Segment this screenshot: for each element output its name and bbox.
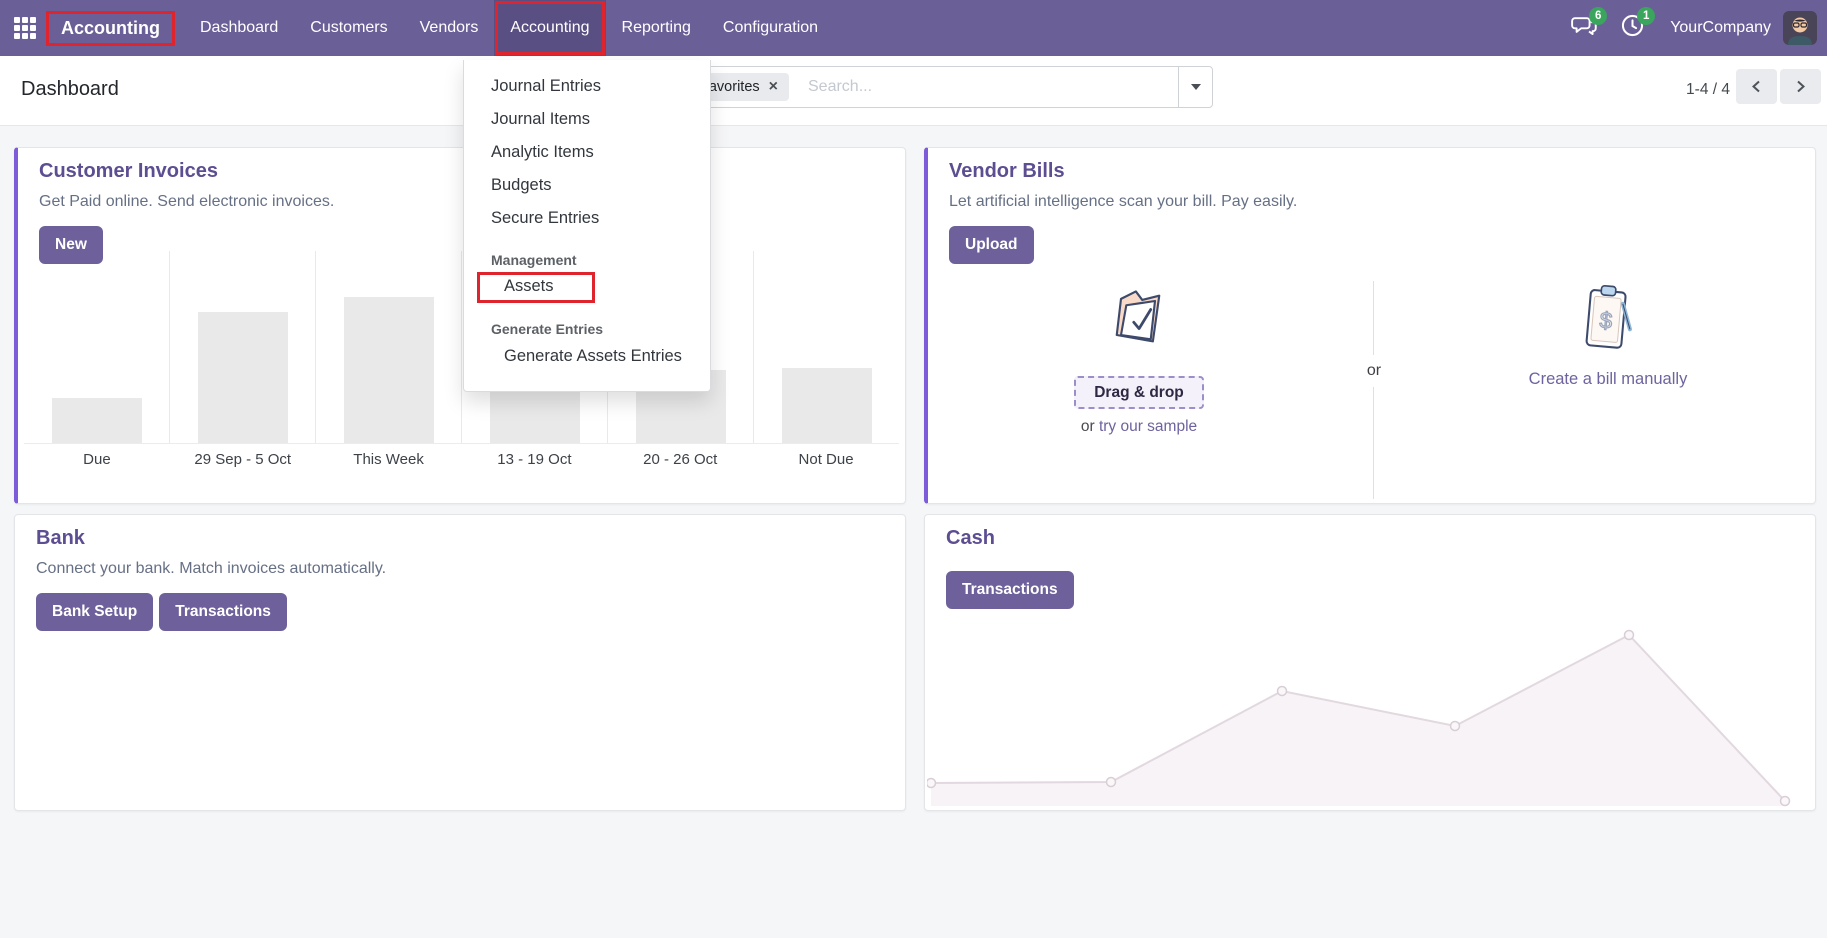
menu-section-generate-entries: Generate Entries (491, 321, 604, 337)
x-label: Not Due (798, 451, 854, 468)
nav-item-configuration[interactable]: Configuration (722, 19, 819, 36)
pager-previous-button[interactable] (1736, 69, 1777, 104)
cash-title[interactable]: Cash (946, 527, 995, 549)
menu-item-analytic-items[interactable]: Analytic Items (491, 143, 594, 161)
bar-not-due[interactable] (781, 368, 872, 443)
activities-button[interactable]: 1 (1614, 7, 1656, 46)
activities-badge: 1 (1637, 7, 1656, 25)
cash-card[interactable]: Cash Transactions (924, 514, 1816, 811)
bank-card[interactable]: Bank Connect your bank. Match invoices a… (14, 514, 906, 811)
customer-invoices-subtitle: Get Paid online. Send electronic invoice… (39, 193, 335, 210)
bar-due[interactable] (51, 398, 142, 443)
menu-item-secure-entries[interactable]: Secure Entries (491, 209, 600, 227)
bank-setup-button[interactable]: Bank Setup (36, 593, 154, 631)
invoices-bar-area (24, 251, 899, 444)
chevron-left-icon (1752, 80, 1760, 93)
try-sample-link[interactable]: try our sample (1098, 418, 1198, 435)
x-label: 29 Sep - 5 Oct (194, 451, 292, 468)
bank-subtitle: Connect your bank. Match invoices automa… (36, 560, 387, 577)
chevron-down-icon (1190, 84, 1201, 90)
pager-range: 1-4 / 4 (1686, 81, 1730, 98)
invoices-bar-chart: Due 29 Sep - 5 Oct This Week 13 - 19 Oct… (24, 251, 899, 468)
facet-label: Favorites (700, 79, 760, 95)
drag-drop-folder-icon (1104, 284, 1172, 357)
menu-section-management: Management (491, 252, 577, 268)
remove-facet-icon[interactable]: × (768, 78, 778, 95)
bank-title[interactable]: Bank (36, 527, 85, 549)
current-app-name[interactable]: Accounting (46, 10, 175, 46)
bar-29sep-5oct[interactable] (197, 312, 288, 443)
menu-item-assets[interactable]: Assets (464, 271, 710, 304)
vendor-bills-subtitle: Let artificial intelligence scan your bi… (949, 193, 1298, 210)
bar-this-week[interactable] (343, 297, 434, 443)
menu-item-generate-assets-entries[interactable]: Generate Assets Entries (504, 347, 682, 365)
or-text: or (1080, 418, 1095, 435)
customer-invoices-title[interactable]: Customer Invoices (39, 160, 218, 182)
vertical-divider (1373, 281, 1374, 499)
nav-item-accounting[interactable]: Accounting (494, 0, 606, 56)
search-input[interactable] (808, 69, 1178, 105)
company-switcher[interactable]: YourCompany (1670, 19, 1771, 36)
cash-area (931, 635, 1785, 806)
messages-button[interactable]: 6 (1566, 7, 1608, 46)
user-avatar[interactable] (1783, 11, 1817, 45)
vendor-bills-title[interactable]: Vendor Bills (949, 160, 1065, 182)
control-panel: Dashboard Favorites × 1-4 / 4 (0, 56, 1827, 126)
upload-bill-button[interactable]: Upload (949, 226, 1034, 264)
pager (1736, 69, 1821, 104)
cash-line (930, 633, 1786, 802)
create-bill-manually-link[interactable]: Create a bill manually (1528, 370, 1688, 388)
apps-grid-icon[interactable] (14, 17, 36, 39)
customer-invoices-card[interactable]: Customer Invoices Get Paid online. Send … (14, 147, 906, 504)
svg-text:$: $ (1599, 308, 1614, 334)
vendor-bills-card[interactable]: Vendor Bills Let artificial intelligence… (924, 147, 1816, 504)
new-invoice-button[interactable]: New (39, 226, 103, 264)
accounting-dropdown-menu: Journal Entries Journal Items Analytic I… (463, 60, 711, 392)
divider-or-text: or (1357, 355, 1391, 387)
messages-badge: 6 (1589, 7, 1608, 25)
nav-item-customers[interactable]: Customers (310, 19, 388, 36)
search-options-toggle[interactable] (1178, 67, 1212, 107)
assets-label: Assets (477, 272, 595, 303)
invoices-bar-labels: Due 29 Sep - 5 Oct This Week 13 - 19 Oct… (24, 451, 899, 468)
cash-markers (927, 629, 1791, 807)
top-navbar: Accounting Dashboard Customers Vendors A… (0, 0, 1827, 56)
bank-transactions-button[interactable]: Transactions (159, 593, 287, 631)
x-label: 13 - 19 Oct (497, 451, 572, 468)
try-sample-row: or try our sample (928, 418, 1350, 436)
bill-clipboard-icon: $ (1576, 282, 1638, 363)
navbar-right: 6 1 YourCompany (1566, 7, 1827, 46)
x-label: 20 - 26 Oct (643, 451, 718, 468)
x-label: Due (83, 451, 111, 468)
cash-transactions-button[interactable]: Transactions (946, 571, 1074, 609)
breadcrumb[interactable]: Dashboard (21, 78, 119, 100)
x-label: This Week (353, 451, 424, 468)
nav-item-dashboard[interactable]: Dashboard (200, 19, 279, 36)
pager-next-button[interactable] (1780, 69, 1821, 104)
navbar-menu: Dashboard Customers Vendors Accounting R… (184, 0, 834, 56)
drag-drop-zone[interactable]: Drag & drop (1074, 376, 1204, 409)
menu-item-journal-entries[interactable]: Journal Entries (491, 77, 602, 95)
nav-item-reporting[interactable]: Reporting (621, 19, 691, 36)
chevron-right-icon (1797, 80, 1805, 93)
menu-item-journal-items[interactable]: Journal Items (491, 110, 591, 128)
nav-item-vendors[interactable]: Vendors (419, 19, 479, 36)
menu-item-budgets[interactable]: Budgets (491, 176, 552, 194)
cash-line-chart (927, 629, 1791, 807)
activities-clock-icon (1619, 12, 1646, 44)
